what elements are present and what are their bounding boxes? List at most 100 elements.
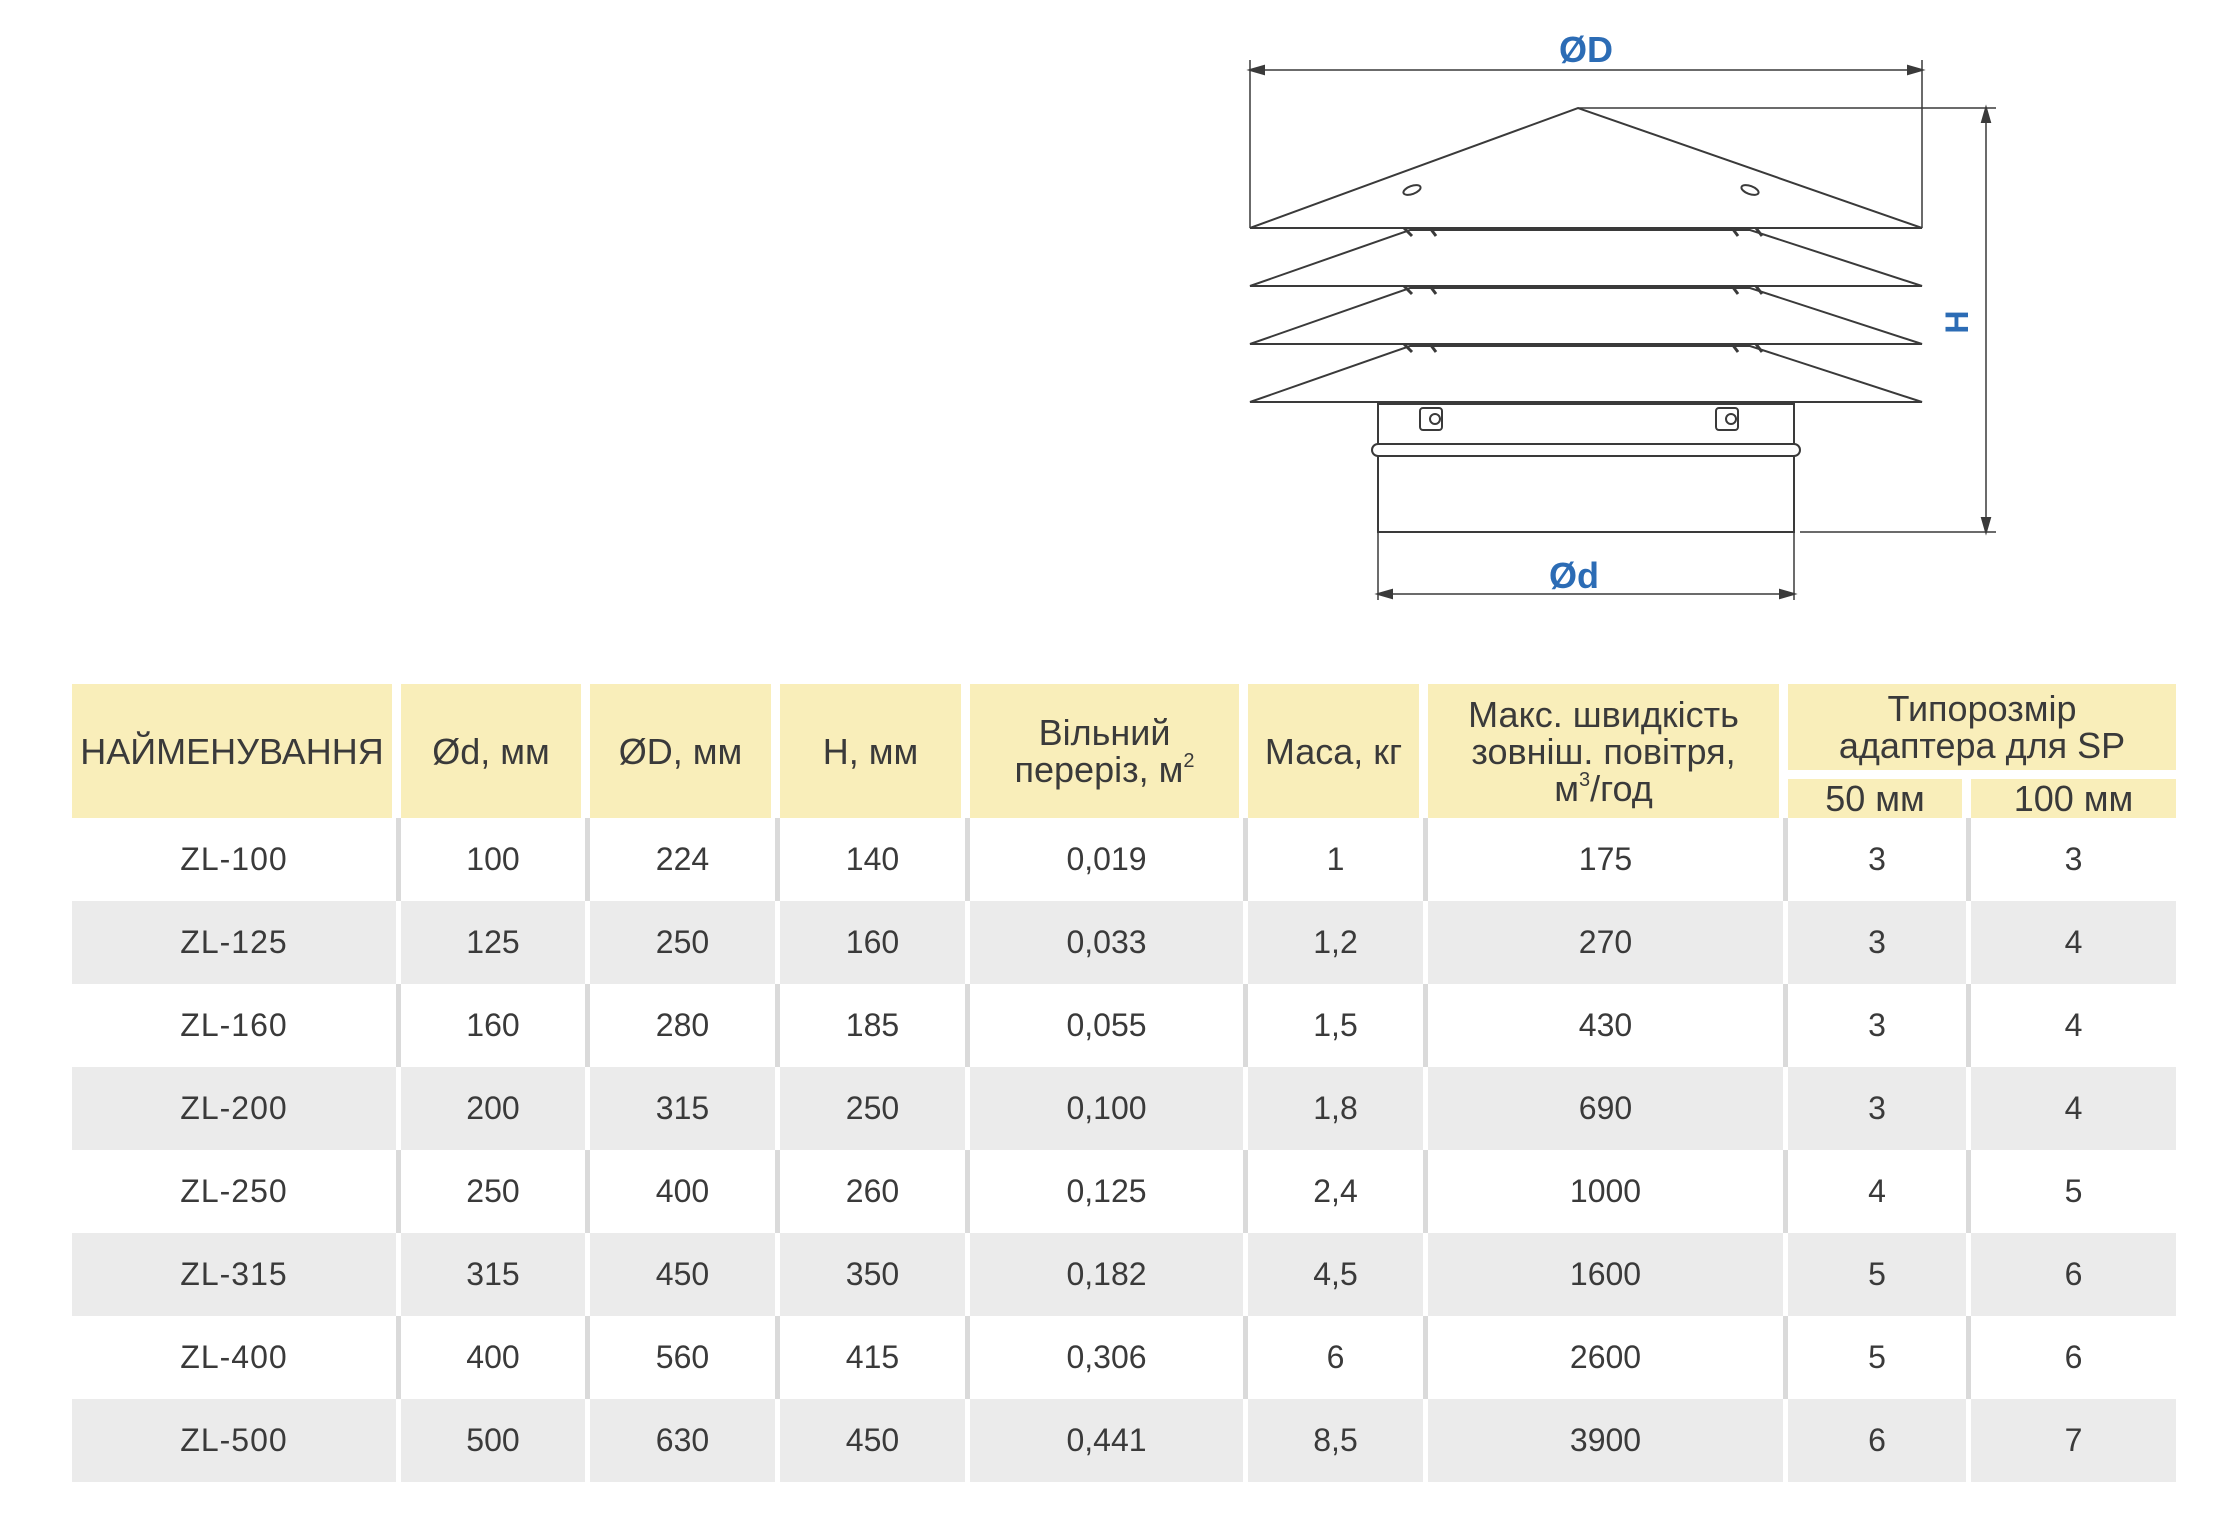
cell-max-flow: 270 xyxy=(1428,901,1788,984)
cell-free-area: 0,033 xyxy=(970,901,1248,984)
cell-mass: 1,5 xyxy=(1248,984,1428,1067)
cell-adapter-50: 6 xyxy=(1788,1399,1971,1482)
header-name: НАЙМЕНУВАННЯ xyxy=(72,684,401,818)
header-H: H, мм xyxy=(780,684,970,818)
header-adapter-line1: Типорозмір xyxy=(1887,688,2077,729)
cell-name: ZL-125 xyxy=(72,901,401,984)
header-D: ØD, мм xyxy=(590,684,780,818)
header-d: Ød, мм xyxy=(401,684,590,818)
cell-name: ZL-250 xyxy=(72,1150,401,1233)
cell-D: 450 xyxy=(590,1233,780,1316)
cell-mass: 1 xyxy=(1248,818,1428,901)
cell-H: 250 xyxy=(780,1067,970,1150)
cell-d: 125 xyxy=(401,901,590,984)
dimension-D-label: ØD xyxy=(1559,29,1613,70)
header-mass: Маса, кг xyxy=(1248,684,1428,818)
header-max-flow-sup: 3 xyxy=(1579,768,1591,791)
spec-table-body: ZL-100 100 224 140 0,019 1 175 3 3 ZL-125 125 250 16… xyxy=(72,818,2177,1482)
cell-D: 224 xyxy=(590,818,780,901)
cell-free-area: 0,055 xyxy=(970,984,1248,1067)
header-adapter-group: Типорозмір адаптера для SP xyxy=(1788,684,2177,770)
cell-mass: 6 xyxy=(1248,1316,1428,1399)
cell-d: 160 xyxy=(401,984,590,1067)
header-max-flow-line2: зовніш. повітря, xyxy=(1471,730,1736,772)
cell-H: 350 xyxy=(780,1233,970,1316)
header-free-area-sup: 2 xyxy=(1183,750,1195,772)
cell-adapter-100: 5 xyxy=(1971,1150,2177,1233)
cell-adapter-100: 6 xyxy=(1971,1316,2177,1399)
cell-D: 560 xyxy=(590,1316,780,1399)
cell-d: 400 xyxy=(401,1316,590,1399)
header-max-flow-line3-post: /год xyxy=(1590,767,1653,809)
cell-mass: 8,5 xyxy=(1248,1399,1428,1482)
cell-max-flow: 690 xyxy=(1428,1067,1788,1150)
header-free-area-line2: переріз, м xyxy=(1014,749,1184,790)
table-row: ZL-100 100 224 140 0,019 1 175 3 3 xyxy=(72,818,2177,901)
cell-free-area: 0,019 xyxy=(970,818,1248,901)
cell-name: ZL-500 xyxy=(72,1399,401,1482)
cell-adapter-50: 3 xyxy=(1788,901,1971,984)
cell-max-flow: 2600 xyxy=(1428,1316,1788,1399)
table-row: ZL-400 400 560 415 0,306 6 2600 5 6 xyxy=(72,1316,2177,1399)
table-row: ZL-125 125 250 160 0,033 1,2 270 3 4 xyxy=(72,901,2177,984)
header-max-flow: Макс. швидкість зовніш. повітря, м3/год xyxy=(1428,684,1788,818)
cell-mass: 2,4 xyxy=(1248,1150,1428,1233)
cell-name: ZL-400 xyxy=(72,1316,401,1399)
cell-H: 160 xyxy=(780,901,970,984)
cell-d: 200 xyxy=(401,1067,590,1150)
cell-adapter-100: 4 xyxy=(1971,901,2177,984)
cell-free-area: 0,441 xyxy=(970,1399,1248,1482)
cell-d: 500 xyxy=(401,1399,590,1482)
cell-D: 250 xyxy=(590,901,780,984)
header-adapter-line2: адаптера для SP xyxy=(1838,725,2126,766)
cell-D: 315 xyxy=(590,1067,780,1150)
dimension-d-label: Ød xyxy=(1549,555,1599,596)
cell-H: 140 xyxy=(780,818,970,901)
cell-name: ZL-315 xyxy=(72,1233,401,1316)
cell-free-area: 0,125 xyxy=(970,1150,1248,1233)
header-max-flow-line1: Макс. швидкість xyxy=(1468,693,1739,735)
header-adapter-100: 100 мм xyxy=(1971,770,2177,818)
cell-H: 260 xyxy=(780,1150,970,1233)
cell-H: 185 xyxy=(780,984,970,1067)
cell-mass: 1,2 xyxy=(1248,901,1428,984)
cell-adapter-50: 3 xyxy=(1788,818,1971,901)
cell-H: 415 xyxy=(780,1316,970,1399)
cell-adapter-50: 3 xyxy=(1788,1067,1971,1150)
cell-D: 630 xyxy=(590,1399,780,1482)
cell-mass: 1,8 xyxy=(1248,1067,1428,1150)
cell-free-area: 0,100 xyxy=(970,1067,1248,1150)
cell-name: ZL-160 xyxy=(72,984,401,1067)
cell-mass: 4,5 xyxy=(1248,1233,1428,1316)
cell-adapter-100: 7 xyxy=(1971,1399,2177,1482)
cell-name: ZL-200 xyxy=(72,1067,401,1150)
table-row: ZL-500 500 630 450 0,441 8,5 3900 6 7 xyxy=(72,1399,2177,1482)
deflector-drawing: ØD Ød H xyxy=(1246,29,1996,600)
header-free-area-line1: Вільний xyxy=(1038,712,1171,753)
header-max-flow-line3-pre: м xyxy=(1554,767,1580,809)
dimension-H-label: H xyxy=(1939,310,1975,333)
cell-d: 315 xyxy=(401,1233,590,1316)
cell-max-flow: 175 xyxy=(1428,818,1788,901)
cell-adapter-100: 3 xyxy=(1971,818,2177,901)
cell-free-area: 0,306 xyxy=(970,1316,1248,1399)
cell-adapter-50: 3 xyxy=(1788,984,1971,1067)
cell-max-flow: 3900 xyxy=(1428,1399,1788,1482)
header-free-area: Вільний переріз, м2 xyxy=(970,684,1248,818)
table-row: ZL-250 250 400 260 0,125 2,4 1000 4 5 xyxy=(72,1150,2177,1233)
header-adapter-50: 50 мм xyxy=(1788,770,1971,818)
cell-adapter-50: 4 xyxy=(1788,1150,1971,1233)
cell-name: ZL-100 xyxy=(72,818,401,901)
cell-adapter-50: 5 xyxy=(1788,1316,1971,1399)
table-row: ZL-160 160 280 185 0,055 1,5 430 3 4 xyxy=(72,984,2177,1067)
spec-table: НАЙМЕНУВАННЯ Ød, мм ØD, мм H, мм Вільний… xyxy=(72,684,2177,1482)
cell-adapter-100: 4 xyxy=(1971,984,2177,1067)
table-row: ZL-315 315 450 350 0,182 4,5 1600 5 6 xyxy=(72,1233,2177,1316)
table-row: ZL-200 200 315 250 0,100 1,8 690 3 4 xyxy=(72,1067,2177,1150)
cell-max-flow: 1600 xyxy=(1428,1233,1788,1316)
cell-D: 280 xyxy=(590,984,780,1067)
cell-adapter-100: 6 xyxy=(1971,1233,2177,1316)
cell-max-flow: 430 xyxy=(1428,984,1788,1067)
cell-free-area: 0,182 xyxy=(970,1233,1248,1316)
cell-D: 400 xyxy=(590,1150,780,1233)
